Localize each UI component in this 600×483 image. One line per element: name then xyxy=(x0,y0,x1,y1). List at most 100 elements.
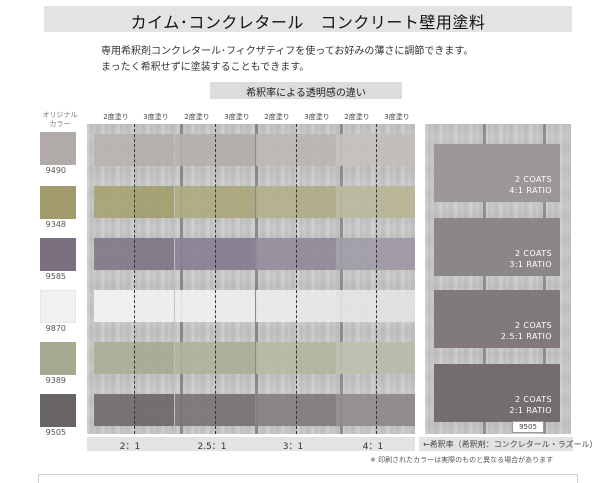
sample-patch-9870-1 xyxy=(94,290,134,322)
ratio-label: 4：1 xyxy=(362,442,384,452)
coat-divider xyxy=(296,124,297,434)
coat-divider xyxy=(215,124,216,434)
sample-patch-9585-8 xyxy=(376,238,415,270)
sample-patch-9870-4 xyxy=(215,290,255,322)
big-sample-label: 2 COATS 3:1 RATIO xyxy=(509,248,552,270)
sample-patch-9348-7 xyxy=(336,186,376,218)
big-sample-3-1: 2 COATS 3:1 RATIO xyxy=(434,218,560,276)
sample-patch-9585-7 xyxy=(336,238,376,270)
coat-header: 2度塗り xyxy=(103,113,129,121)
original-swatch-9490 xyxy=(40,132,76,165)
coat-header: 2度塗り xyxy=(344,113,370,121)
panel-seam xyxy=(340,124,343,434)
sample-patch-9348-5 xyxy=(256,186,296,218)
sample-patch-9389-7 xyxy=(336,342,376,374)
coat-divider xyxy=(134,124,135,434)
color-code-9348: 9348 xyxy=(45,220,66,229)
sample-patch-9585-3 xyxy=(175,238,215,270)
sample-patch-9348-8 xyxy=(376,186,415,218)
sample-patch-9389-2 xyxy=(134,342,174,374)
big-sample-label: 2 COATS 4:1 RATIO xyxy=(509,174,552,196)
big-sample-color-code: 9505 xyxy=(512,421,544,433)
sample-patch-9870-5 xyxy=(256,290,296,322)
description-line-1: 専用希釈剤コンクレタール･フィクザティフを使ってお好みの薄さに調節できます。 xyxy=(101,46,474,57)
sample-patch-9505-7 xyxy=(336,394,376,426)
sample-patch-9348-4 xyxy=(215,186,255,218)
sample-patch-9585-4 xyxy=(215,238,255,270)
sample-patch-9490-3 xyxy=(175,134,215,166)
sample-patch-9585-6 xyxy=(296,238,336,270)
sample-patch-9389-5 xyxy=(256,342,296,374)
sample-patch-9585-2 xyxy=(134,238,174,270)
coat-header: 3度塗り xyxy=(143,113,169,121)
color-code-9490: 9490 xyxy=(45,166,66,175)
description-line-2: まったく希釈せずに塗装することもできます。 xyxy=(101,62,310,73)
big-sample-2-1: 2 COATS 2:1 RATIO xyxy=(434,364,560,422)
subtitle: 希釈率による透明感の違い xyxy=(246,88,366,99)
original-color-label: オリジナル カラー xyxy=(42,111,78,128)
sample-patch-9505-1 xyxy=(94,394,134,426)
big-sample-4-1: 2 COATS 4:1 RATIO xyxy=(434,144,560,202)
large-sample-panel: 2 COATS 4:1 RATIO 2 COATS 3:1 RATIO 2 CO… xyxy=(425,124,571,434)
coat-header: 3度塗り xyxy=(224,113,250,121)
original-swatch-9505 xyxy=(40,394,76,427)
ratio-bar xyxy=(87,437,415,451)
sample-patch-9870-8 xyxy=(376,290,415,322)
sample-patch-9348-6 xyxy=(296,186,336,218)
ratio-label: 3：1 xyxy=(282,442,304,452)
sample-patch-9505-5 xyxy=(256,394,296,426)
sample-patch-9389-8 xyxy=(376,342,415,374)
coat-header: 2度塗り xyxy=(264,113,290,121)
sample-patch-9490-8 xyxy=(376,134,415,166)
legend-bar xyxy=(419,437,573,451)
ratio-text: 4:1 RATIO xyxy=(509,186,552,195)
concrete-sample-panel xyxy=(87,124,415,434)
ratio-label: 2：1 xyxy=(119,442,141,452)
panel-seam xyxy=(543,124,546,434)
original-swatch-9348 xyxy=(40,186,76,219)
sample-patch-9490-6 xyxy=(296,134,336,166)
sample-patch-9490-4 xyxy=(215,134,255,166)
subtitle-bar: 希釈率による透明感の違い xyxy=(210,82,402,99)
coat-header: 2度塗り xyxy=(184,113,210,121)
sample-patch-9389-1 xyxy=(94,342,134,374)
color-code-9505: 9505 xyxy=(45,428,66,437)
big-sample-label: 2 COATS 2:1 RATIO xyxy=(509,394,552,416)
sample-patch-9505-4 xyxy=(215,394,255,426)
sample-patch-9870-7 xyxy=(336,290,376,322)
sample-patch-9389-3 xyxy=(175,342,215,374)
sample-patch-9870-3 xyxy=(175,290,215,322)
ratio-text: 3:1 RATIO xyxy=(509,260,552,269)
sample-patch-9348-1 xyxy=(94,186,134,218)
dilution-legend: ←希釈率（希釈剤：コンクレタール・ラズール） xyxy=(423,440,598,449)
sample-patch-9490-7 xyxy=(336,134,376,166)
color-code-9870: 9870 xyxy=(45,324,66,333)
original-swatch-9870 xyxy=(40,290,76,323)
sample-patch-9389-6 xyxy=(296,342,336,374)
ratio-text: 2.5:1 RATIO xyxy=(500,332,552,341)
ratio-text: 2:1 RATIO xyxy=(509,406,552,415)
sample-patch-9348-2 xyxy=(134,186,174,218)
big-sample-2-5-1: 2 COATS 2.5:1 RATIO xyxy=(434,290,560,348)
panel-seam xyxy=(180,124,183,434)
coat-header: 3度塗り xyxy=(304,113,330,121)
bottom-frame xyxy=(38,474,578,483)
coats-text: 2 COATS xyxy=(515,395,552,404)
sample-patch-9870-2 xyxy=(134,290,174,322)
color-code-9585: 9585 xyxy=(45,272,66,281)
big-sample-label: 2 COATS 2.5:1 RATIO xyxy=(501,320,552,342)
ratio-label: 2.5：1 xyxy=(197,442,227,452)
original-swatch-9585 xyxy=(40,238,76,271)
sample-patch-9870-6 xyxy=(296,290,336,322)
print-color-note: ※ 印刷されたカラーは実際のものと異なる場合があります xyxy=(370,456,554,464)
coat-header: 3度塗り xyxy=(384,113,410,121)
sample-patch-9505-6 xyxy=(296,394,336,426)
page-title: カイム･コンクレタール コンクリート壁用塗料 xyxy=(130,13,486,32)
color-code-9389: 9389 xyxy=(45,376,66,385)
coats-text: 2 COATS xyxy=(515,249,552,258)
original-swatch-9389 xyxy=(40,342,76,375)
sample-patch-9585-5 xyxy=(256,238,296,270)
sample-patch-9505-3 xyxy=(175,394,215,426)
coat-divider xyxy=(376,124,377,434)
sample-patch-9490-1 xyxy=(94,134,134,166)
